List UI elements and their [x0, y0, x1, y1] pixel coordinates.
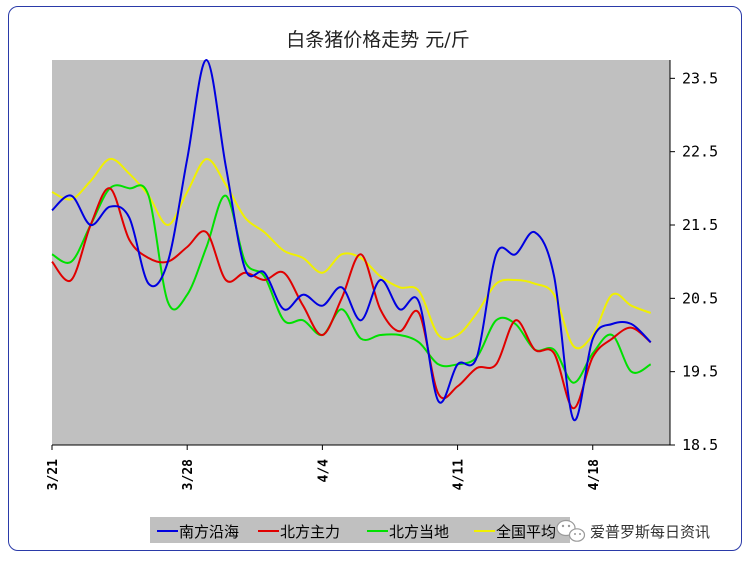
- watermark-text: 爱普罗斯每日资讯: [590, 523, 710, 541]
- y-tick-label: 19.5: [682, 363, 718, 381]
- x-tick-label: 4/18: [587, 459, 602, 490]
- x-tick-label: 4/4: [316, 459, 331, 483]
- y-tick-label: 18.5: [682, 436, 718, 454]
- legend: 南方沿海 北方主力 北方当地 全国平均: [150, 517, 570, 543]
- x-tick-label: 3/28: [181, 459, 196, 490]
- watermark: 爱普罗斯每日资讯: [556, 519, 710, 542]
- series-line-0: [51, 58, 652, 422]
- series-line-1: [51, 187, 652, 410]
- axis-group: 23.5 22.5 21.5 20.5 19.5 18.5 3/21 3/28 4/4 4/11 4…: [46, 60, 718, 490]
- legend-label: 北方主力: [280, 523, 340, 541]
- legend-box: [150, 517, 570, 543]
- x-tick-label: 4/11: [452, 459, 467, 490]
- y-tick-label: 22.5: [682, 143, 718, 161]
- y-tick-label: 23.5: [682, 69, 718, 87]
- legend-label: 南方沿海: [179, 523, 239, 541]
- series-group: [51, 58, 652, 422]
- series-line-2: [51, 184, 652, 384]
- chart-title: 白条猪价格走势 元/斤: [286, 29, 469, 51]
- legend-label: 北方当地: [389, 523, 449, 541]
- y-tick-label: 20.5: [682, 289, 718, 307]
- y-tick-label: 21.5: [682, 216, 718, 234]
- plot-area: [52, 60, 670, 445]
- legend-label: 全国平均: [496, 523, 556, 541]
- wechat-icon: [556, 519, 586, 542]
- x-tick-label: 3/21: [46, 459, 61, 490]
